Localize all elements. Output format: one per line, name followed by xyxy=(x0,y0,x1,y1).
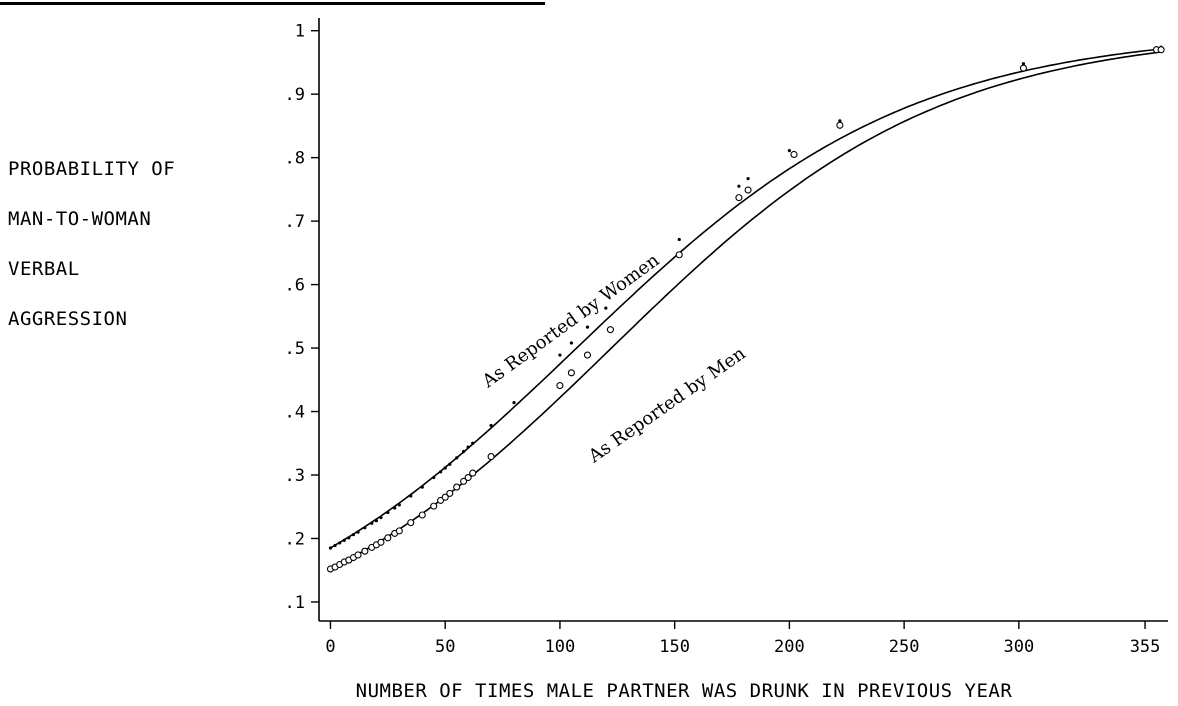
curve-women xyxy=(330,48,1162,549)
y-tick-label: .3 xyxy=(285,466,305,486)
data-point-men xyxy=(464,473,472,482)
y-axis-label-line-1: PROBABILITY OF xyxy=(8,158,176,180)
data-point-women xyxy=(393,506,397,510)
data-point-men xyxy=(377,538,385,546)
data-point-women xyxy=(386,510,390,515)
x-tick-label: 300 xyxy=(1003,637,1034,657)
data-point-men xyxy=(395,527,403,535)
x-tick-label: 50 xyxy=(435,637,455,657)
y-tick-label: .8 xyxy=(285,149,305,169)
x-tick-label: 100 xyxy=(545,637,576,657)
data-point-men xyxy=(675,251,683,259)
data-point-men xyxy=(556,381,564,390)
y-tick-label: .9 xyxy=(285,85,305,105)
data-point-women xyxy=(370,521,374,525)
y-tick-label: .6 xyxy=(285,276,305,296)
y-axis-label-line-4: AGGRESSION xyxy=(8,308,128,330)
data-point-women xyxy=(512,401,516,405)
data-point-women xyxy=(363,526,367,530)
data-point-men xyxy=(583,351,592,359)
top-border-rule xyxy=(0,2,545,5)
data-point-men xyxy=(1157,46,1165,54)
data-point-men xyxy=(744,186,752,194)
data-point-women xyxy=(443,466,447,470)
data-point-men xyxy=(735,194,743,202)
data-point-women xyxy=(374,519,378,523)
data-point-men xyxy=(836,121,844,129)
x-axis-label: NUMBER OF TIMES MALE PARTNER WAS DRUNK I… xyxy=(355,680,1013,702)
data-point-women xyxy=(379,515,383,520)
data-point-women xyxy=(439,470,443,474)
y-tick-label: 1 xyxy=(295,22,305,42)
data-point-women xyxy=(347,536,351,540)
data-point-women xyxy=(787,149,791,153)
data-point-men xyxy=(418,511,426,519)
x-tick-label: 0 xyxy=(325,637,335,657)
x-tick-label: 200 xyxy=(774,637,805,657)
chart-axes: .1 .2 .3 .4 .5 .6 .7 .8 .9 1 0 50 100 150 200 250 300 355 xyxy=(285,18,1168,657)
x-tick-label: 250 xyxy=(889,637,920,657)
data-point-men xyxy=(453,483,461,491)
data-point-women xyxy=(558,353,562,357)
chart-curves xyxy=(330,48,1162,570)
curve-men xyxy=(330,51,1162,570)
data-point-women xyxy=(585,325,590,329)
data-point-men xyxy=(790,150,798,159)
x-tick-label: 355 xyxy=(1130,637,1161,657)
series-label-men: As Reported by Men xyxy=(584,343,750,468)
y-tick-label: .7 xyxy=(285,212,305,232)
data-point-men xyxy=(446,489,454,497)
data-point-women xyxy=(432,475,436,480)
data-point-women xyxy=(1021,62,1026,66)
x-tick-label: 150 xyxy=(659,637,690,657)
data-point-women xyxy=(420,485,424,489)
data-point-men xyxy=(469,469,477,477)
data-point-women xyxy=(333,543,337,548)
data-point-men xyxy=(606,326,614,334)
data-point-men xyxy=(460,477,468,485)
data-point-women xyxy=(569,341,574,345)
data-point-women xyxy=(351,533,356,537)
data-point-women xyxy=(677,237,681,242)
data-point-women xyxy=(461,449,466,454)
data-point-women xyxy=(746,176,750,181)
data-point-women xyxy=(328,546,333,550)
data-point-women xyxy=(448,462,452,466)
data-point-men xyxy=(407,519,415,527)
data-point-women xyxy=(604,306,608,310)
data-point-women xyxy=(356,530,360,534)
y-tick-label: .2 xyxy=(285,529,305,549)
data-point-women xyxy=(338,541,342,545)
data-point-women xyxy=(471,441,475,445)
data-point-men xyxy=(441,493,449,501)
y-tick-label: .4 xyxy=(285,403,305,423)
data-point-men xyxy=(487,453,495,461)
data-point-women xyxy=(737,184,741,188)
data-point-men xyxy=(354,551,362,559)
chart-markers xyxy=(326,45,1165,573)
y-tick-label: .5 xyxy=(285,339,305,359)
data-point-women xyxy=(342,538,346,542)
y-axis-label-line-2: MAN-TO-WOMAN xyxy=(8,208,152,230)
data-point-men xyxy=(1019,64,1027,72)
data-point-men xyxy=(361,547,369,555)
data-point-women xyxy=(397,503,401,507)
data-point-women xyxy=(838,119,842,123)
data-point-women xyxy=(466,445,470,449)
data-point-men xyxy=(430,502,438,510)
data-point-men xyxy=(567,369,575,377)
data-point-women xyxy=(409,494,413,498)
data-point-men xyxy=(384,534,392,542)
data-point-women xyxy=(455,456,459,460)
y-axis-label-line-3: VERBAL xyxy=(8,258,80,280)
data-point-women xyxy=(489,423,493,428)
y-tick-label: .1 xyxy=(285,593,305,613)
